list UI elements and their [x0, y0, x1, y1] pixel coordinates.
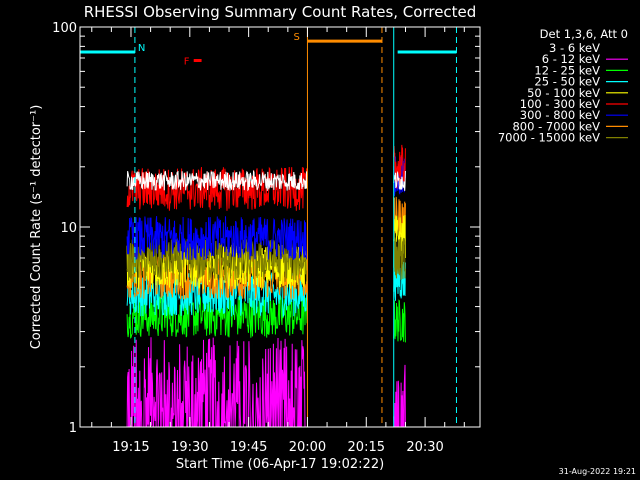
x-tick-label-0: 19:15 [112, 440, 149, 455]
series-layer [126, 144, 406, 428]
series-6-trace-1 [126, 216, 308, 261]
chart-title: RHESSI Observing Summary Count Rates, Co… [84, 3, 477, 21]
marker-label-2: S [293, 32, 299, 43]
axes-layer: 19:15 19:30 19:45 20:00 20:15 20:30 1 10 100 [52, 21, 480, 455]
series-2-trace-2 [393, 299, 406, 343]
series-3-trace-2 [393, 257, 406, 301]
series-0-trace-2 [393, 170, 406, 191]
x-tick-label-2: 19:45 [230, 440, 267, 455]
legend-label-2: 12 - 25 keV [534, 63, 600, 77]
y-tick-label-2: 100 [52, 21, 77, 36]
series-7-trace-1 [126, 255, 308, 301]
y-axis-label: Corrected Count Rate (s⁻¹ detector⁻¹) [29, 105, 44, 350]
y-tick-label-0: 1 [69, 421, 77, 436]
series-8 [126, 237, 406, 283]
series-8-trace-2 [393, 237, 406, 280]
series-8-trace-1 [126, 238, 308, 283]
legend-header: Det 1,3,6, Att 0 [540, 27, 628, 41]
y-tick-label-1: 10 [60, 221, 77, 236]
x-tick-label-4: 20:15 [348, 440, 385, 455]
timestamp: 31-Aug-2022 19:21 [559, 467, 636, 476]
legend-label-5: 100 - 300 keV [520, 97, 600, 111]
x-axis-label: Start Time (06-Apr-17 19:02:22) [176, 457, 384, 472]
legend-label-8: 7000 - 15000 keV [498, 131, 600, 145]
legend-label-3: 25 - 50 keV [534, 75, 600, 89]
series-2 [126, 293, 406, 343]
series-1-trace-1 [126, 337, 307, 428]
legend-label-6: 300 - 800 keV [520, 108, 600, 122]
series-0-trace-1 [126, 169, 308, 192]
legend-label-1: 6 - 12 keV [542, 52, 600, 66]
legend-label-4: 50 - 100 keV [527, 86, 600, 100]
series-5-trace-2 [393, 144, 406, 189]
x-tick-label-1: 19:30 [171, 440, 208, 455]
series-0 [126, 169, 406, 192]
series-2-trace-1 [126, 293, 308, 339]
legend-label-0: 3 - 6 keV [549, 41, 600, 55]
marker-label-0: N [138, 43, 145, 54]
legend-label-7: 800 - 7000 keV [512, 119, 600, 133]
marker-label-1: F [184, 56, 190, 67]
x-tick-label-5: 20:30 [406, 440, 443, 455]
x-tick-label-3: 20:00 [289, 440, 326, 455]
